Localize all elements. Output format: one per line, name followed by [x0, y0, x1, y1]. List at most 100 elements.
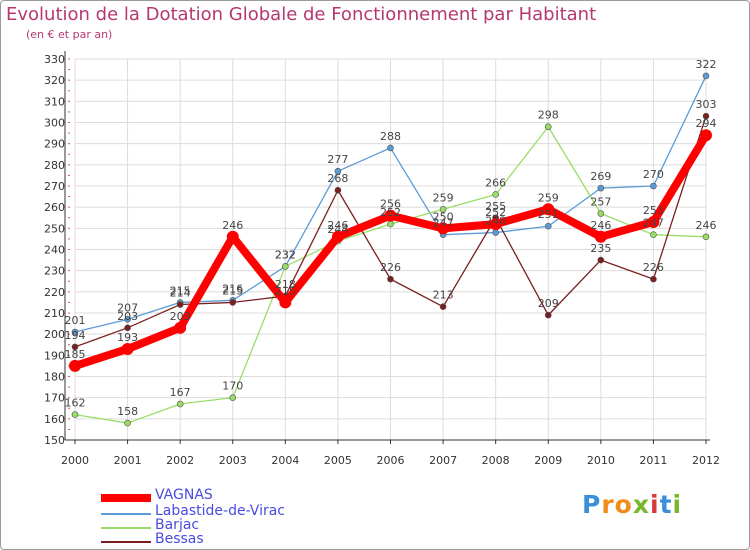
data-point: [594, 230, 607, 243]
data-label: 248: [485, 215, 506, 228]
data-point: [439, 303, 447, 310]
data-label: 277: [327, 153, 348, 166]
x-tick-label: 2006: [377, 454, 405, 467]
chart-title: Evolution de la Dotation Globale de Fonc…: [6, 4, 597, 25]
data-point: [492, 191, 499, 198]
proxiti-logo: Proxiti: [582, 490, 682, 519]
y-tick-label: 290: [44, 138, 65, 151]
data-point: [176, 400, 184, 408]
x-tick-label: 2008: [482, 454, 510, 467]
y-tick-label: 250: [44, 222, 65, 235]
data-label: 246: [222, 219, 243, 232]
data-label: 158: [117, 405, 138, 418]
y-tick-label: 190: [44, 349, 65, 362]
x-tick-label: 2007: [429, 454, 457, 467]
data-label: 193: [117, 331, 138, 344]
data-point: [650, 231, 657, 238]
data-point: [544, 222, 552, 230]
data-label: 203: [170, 310, 191, 323]
data-label: 257: [590, 196, 611, 209]
data-label: 250: [433, 210, 454, 223]
data-point: [544, 123, 552, 131]
data-label: 266: [485, 176, 506, 189]
x-tick-label: 2003: [219, 454, 247, 467]
data-label: 216: [222, 282, 243, 295]
x-tick-label: 2004: [271, 454, 299, 467]
data-point: [282, 263, 289, 270]
y-tick-label: 300: [44, 117, 65, 130]
data-label: 246: [327, 219, 348, 232]
y-tick-label: 230: [44, 265, 65, 278]
x-tick-label: 2009: [534, 454, 562, 467]
data-point: [702, 72, 710, 80]
data-label: 288: [380, 130, 401, 143]
data-label: 215: [222, 284, 243, 297]
data-label: 167: [170, 386, 191, 399]
grid: [74, 58, 707, 441]
y-tick-label: 160: [44, 413, 65, 426]
data-point: [387, 144, 394, 152]
data-label: 252: [485, 206, 506, 219]
data-point: [279, 296, 292, 309]
data-label: 252: [380, 206, 401, 219]
data-label: 170: [222, 380, 243, 393]
data-point: [597, 210, 605, 217]
y-tick-label: 310: [44, 95, 65, 108]
data-label: 207: [117, 301, 138, 314]
x-tick-label: 2011: [639, 454, 667, 467]
legend-swatch: [101, 527, 151, 529]
data-point: [702, 233, 710, 241]
x-tick-label: 2010: [587, 454, 615, 467]
data-point: [71, 343, 79, 351]
data-label: 185: [65, 348, 86, 361]
axes: 150 160 170 180 190 200 210 220 230 240 250 260 270 2…: [44, 51, 720, 467]
data-point: [229, 299, 237, 306]
data-label: 226: [380, 261, 401, 274]
y-tick-label: 220: [44, 286, 65, 299]
data-label: 259: [538, 191, 559, 204]
data-labels: 185 193 203 246 215 246 256 250 252 259 246 253 294 2…: [65, 58, 717, 418]
logo-letter: r: [601, 490, 615, 519]
logo-letter: x: [632, 490, 650, 519]
data-label: 270: [643, 168, 664, 181]
legend-swatch: [101, 494, 151, 502]
y-tick-label: 320: [44, 74, 65, 87]
data-label: 201: [65, 314, 86, 327]
data-point: [121, 342, 134, 355]
data-label: 214: [170, 287, 191, 300]
data-point: [700, 129, 712, 142]
data-label: 194: [65, 329, 86, 342]
data-label: 298: [538, 109, 559, 122]
logo-letter: i: [672, 490, 683, 519]
y-tick-label: 210: [44, 307, 65, 320]
data-label: 269: [590, 170, 611, 183]
data-label: 259: [433, 191, 454, 204]
x-tick-label: 2002: [166, 454, 194, 467]
logo-letter: o: [614, 490, 633, 519]
data-point: [650, 275, 657, 283]
y-tick-label: 180: [44, 371, 65, 384]
data-point: [439, 205, 447, 213]
data-label: 244: [327, 223, 348, 236]
data-point: [650, 182, 657, 190]
legend-swatch: [101, 541, 151, 543]
y-tick-label: 270: [44, 180, 65, 193]
y-tick-label: 200: [44, 328, 65, 341]
logo-letter: P: [582, 490, 602, 519]
data-label: 215: [275, 284, 296, 297]
data-label: 218: [275, 278, 296, 291]
data-label: 226: [643, 261, 664, 274]
data-label: 247: [643, 217, 664, 230]
data-point: [647, 215, 660, 228]
data-point: [71, 411, 79, 418]
data-point: [334, 167, 342, 175]
logo-letter: i: [650, 490, 660, 519]
chart-subtitle: (en € et par an): [26, 28, 113, 41]
data-label: 303: [696, 98, 717, 111]
data-label: 322: [696, 58, 717, 71]
x-tick-label: 2005: [324, 454, 352, 467]
data-point: [492, 229, 499, 236]
data-point: [384, 209, 397, 222]
series-lines: [69, 72, 712, 427]
